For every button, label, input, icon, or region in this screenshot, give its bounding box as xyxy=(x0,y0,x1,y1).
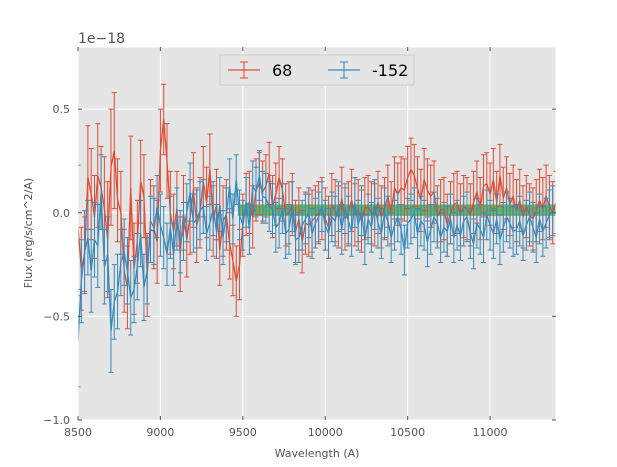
x-axis-label: Wavelength (A) xyxy=(275,447,360,460)
y-tick-label: −1.0 xyxy=(43,414,70,427)
legend: 68 -152 xyxy=(219,54,415,86)
band-layer xyxy=(237,204,556,216)
series-layer xyxy=(78,83,556,388)
axes-layer: 8500 9000 9500 10000 10500 11000 −1.0 −0.5 0.0 0.… xyxy=(43,46,557,439)
axis-offset-label: 1e−18 xyxy=(78,31,125,47)
x-tick-label: 11000 xyxy=(473,426,508,439)
y-tick-label: 0.0 xyxy=(53,207,71,220)
y-axis-label: Flux (erg/s/cm^2/A) xyxy=(22,178,35,288)
legend-label: 68 xyxy=(272,61,292,80)
model-band xyxy=(237,204,556,216)
series-1 xyxy=(78,150,556,388)
x-tick-label: 10500 xyxy=(390,426,425,439)
x-tick-label: 8500 xyxy=(64,426,92,439)
x-tick-label: 9500 xyxy=(229,426,257,439)
x-tick-label: 9000 xyxy=(146,426,174,439)
plot-frame xyxy=(77,46,557,421)
legend-entry-1: -152 xyxy=(328,61,408,80)
y-tick-label: 0.5 xyxy=(53,103,71,116)
legend-label: -152 xyxy=(372,61,408,80)
x-tick-label: 10000 xyxy=(308,426,343,439)
series-line xyxy=(78,175,554,342)
legend-entry-0: 68 xyxy=(228,61,292,80)
y-tick-label: −0.5 xyxy=(43,310,70,323)
